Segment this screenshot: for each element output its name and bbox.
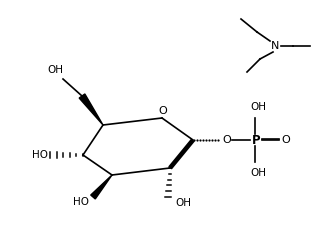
Text: OH: OH — [175, 198, 191, 208]
Text: OH: OH — [250, 102, 266, 112]
Text: P: P — [252, 134, 260, 147]
Polygon shape — [91, 175, 112, 199]
Text: OH: OH — [47, 65, 63, 75]
Text: OH: OH — [250, 168, 266, 178]
Text: O: O — [282, 135, 290, 145]
Text: HO: HO — [32, 150, 48, 160]
Text: N: N — [271, 41, 279, 51]
Polygon shape — [79, 94, 103, 125]
Text: O: O — [223, 135, 231, 145]
Text: O: O — [159, 106, 168, 116]
Text: HO: HO — [73, 197, 89, 207]
